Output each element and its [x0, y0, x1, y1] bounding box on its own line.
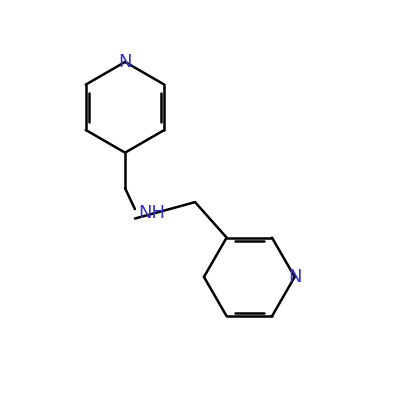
Text: NH: NH: [138, 204, 165, 222]
Text: N: N: [288, 268, 302, 286]
Text: N: N: [118, 53, 132, 71]
